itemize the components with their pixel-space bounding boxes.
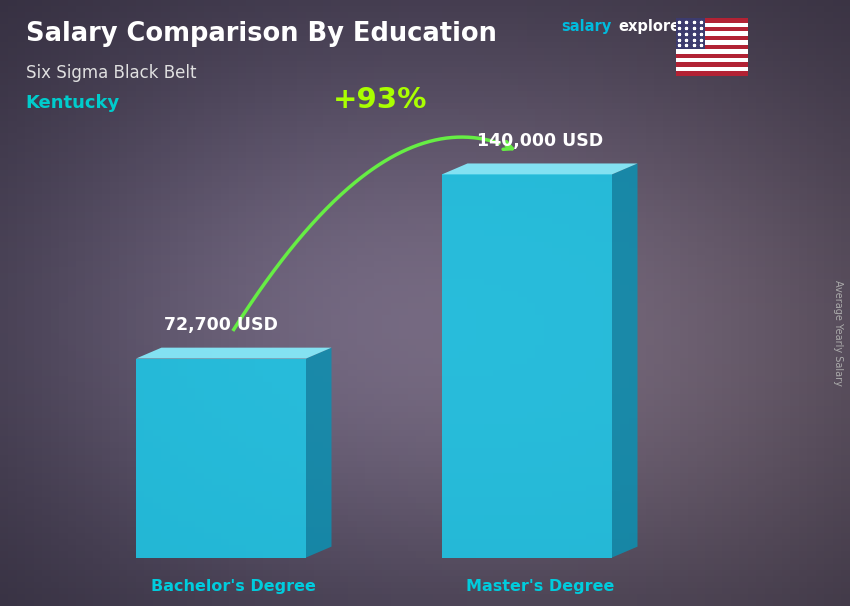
Text: Kentucky: Kentucky	[26, 94, 120, 112]
Bar	[676, 18, 748, 22]
Text: Bachelor's Degree: Bachelor's Degree	[151, 579, 316, 594]
Text: +93%: +93%	[333, 86, 428, 114]
Text: 72,700 USD: 72,700 USD	[164, 316, 278, 335]
Bar	[676, 62, 748, 67]
Polygon shape	[612, 164, 638, 558]
Bar	[676, 27, 748, 32]
Bar	[676, 36, 748, 41]
Bar	[676, 41, 748, 45]
Text: Six Sigma Black Belt: Six Sigma Black Belt	[26, 64, 196, 82]
Bar	[676, 22, 748, 27]
Text: Average Yearly Salary: Average Yearly Salary	[833, 281, 843, 386]
Polygon shape	[442, 164, 638, 175]
Text: Salary Comparison By Education: Salary Comparison By Education	[26, 21, 496, 47]
Bar	[676, 45, 748, 49]
Text: explorer: explorer	[619, 19, 688, 35]
Bar	[676, 32, 748, 36]
Text: .com: .com	[683, 19, 722, 35]
Bar	[676, 58, 748, 62]
Bar	[676, 67, 748, 72]
Text: salary: salary	[561, 19, 611, 35]
Bar	[676, 18, 705, 49]
Bar	[676, 49, 748, 53]
Bar	[676, 72, 748, 76]
Bar	[442, 175, 612, 558]
Bar	[676, 53, 748, 58]
Text: 140,000 USD: 140,000 USD	[477, 132, 603, 150]
Bar	[136, 359, 306, 558]
Text: Master's Degree: Master's Degree	[466, 579, 614, 594]
Polygon shape	[306, 348, 332, 558]
Polygon shape	[136, 348, 332, 359]
